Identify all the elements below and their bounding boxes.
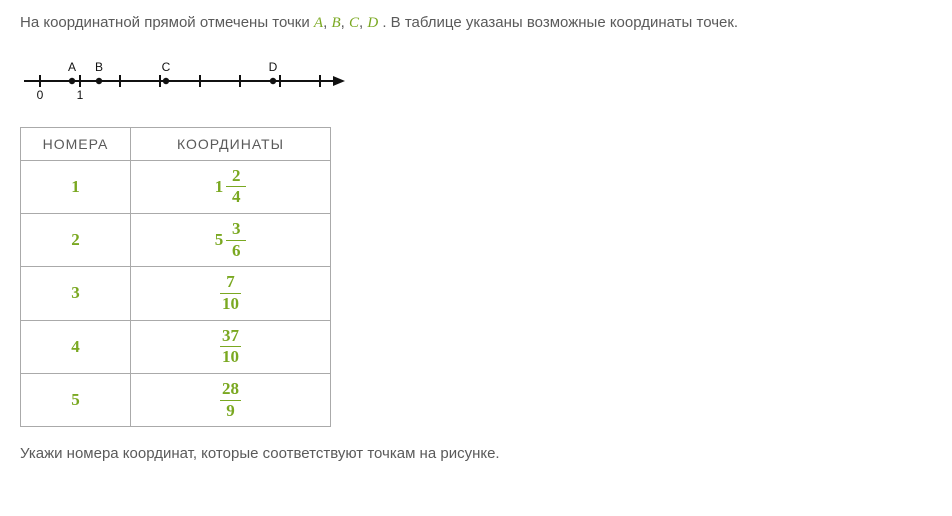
header-coords: КООРДИНАТЫ <box>131 127 331 160</box>
point-letter-d: D <box>367 15 378 31</box>
row-coordinate: 289 <box>131 374 331 427</box>
intro-pre: На координатной прямой отмечены точки <box>20 14 314 31</box>
coordinates-table: НОМЕРА КООРДИНАТЫ 112425363710437105289 <box>20 127 331 428</box>
table-row: 1124 <box>21 160 331 213</box>
header-numbers: НОМЕРА <box>21 127 131 160</box>
row-number: 1 <box>21 160 131 213</box>
svg-text:1: 1 <box>77 88 84 102</box>
table-row: 43710 <box>21 320 331 373</box>
prompt-text: Укажи номера координат, которые соответс… <box>20 445 932 462</box>
svg-text:B: B <box>95 60 103 74</box>
row-coordinate: 124 <box>131 160 331 213</box>
row-number: 3 <box>21 267 131 320</box>
point-letter-b: B <box>331 15 340 31</box>
row-number: 2 <box>21 213 131 266</box>
point-letter-a: A <box>314 15 323 31</box>
number-line: 0 1A B C D <box>20 53 932 107</box>
intro-post: . В таблице указаны возможные координаты… <box>382 14 738 31</box>
svg-text:A: A <box>68 60 76 74</box>
table-row: 3710 <box>21 267 331 320</box>
table-row: 2536 <box>21 213 331 266</box>
svg-text:0: 0 <box>37 88 44 102</box>
row-number: 5 <box>21 374 131 427</box>
problem-statement: На координатной прямой отмечены точки A,… <box>20 12 932 35</box>
svg-text:D: D <box>269 60 278 74</box>
row-coordinate: 710 <box>131 267 331 320</box>
row-coordinate: 3710 <box>131 320 331 373</box>
point-letter-c: C <box>349 15 359 31</box>
row-number: 4 <box>21 320 131 373</box>
table-row: 5289 <box>21 374 331 427</box>
row-coordinate: 536 <box>131 213 331 266</box>
svg-text:C: C <box>162 60 171 74</box>
